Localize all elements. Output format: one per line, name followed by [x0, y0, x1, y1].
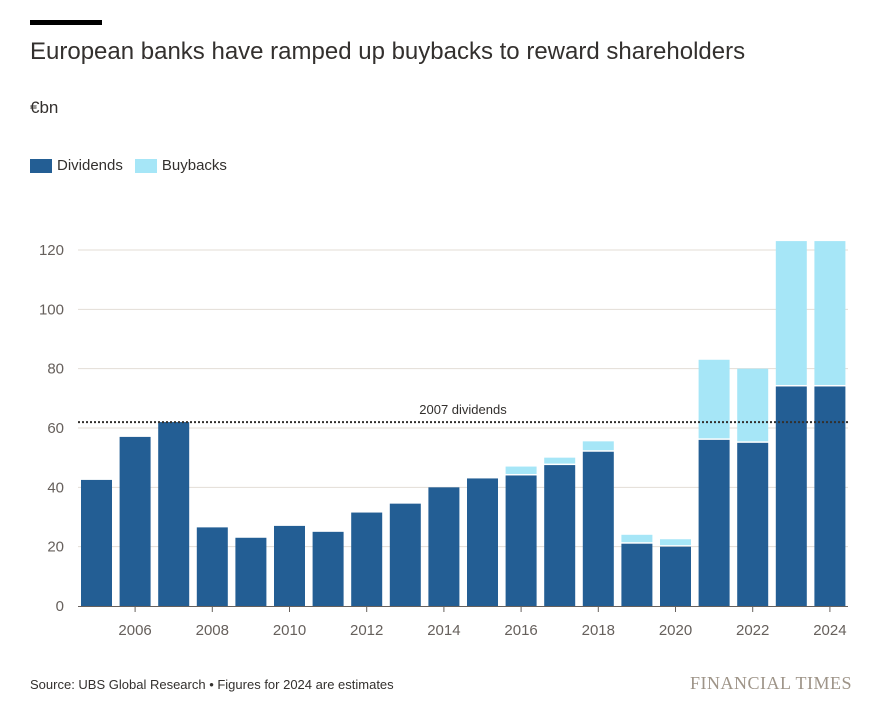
bar-dividends-2020 — [660, 546, 691, 606]
bar-dividends-2022 — [737, 442, 769, 606]
source-note: Source: UBS Global Research • Figures fo… — [30, 677, 394, 692]
bar-buybacks-2020 — [660, 539, 691, 546]
bar-buybacks-2021 — [698, 359, 730, 439]
x-tick-label: 2014 — [427, 622, 460, 639]
legend-item-buybacks: Buybacks — [134, 157, 227, 174]
legend-label-dividends: Dividends — [57, 157, 123, 174]
bar-dividends-2021 — [698, 439, 730, 606]
bar-dividends-2009 — [235, 537, 267, 606]
bar-dividends-2011 — [312, 531, 344, 606]
bar-dividends-2016 — [505, 475, 537, 606]
bar-dividends-2024 — [814, 386, 846, 606]
x-tick-label: 2006 — [118, 622, 151, 639]
bar-dividends-2006 — [119, 436, 151, 606]
x-tick-label: 2024 — [813, 622, 846, 639]
y-tick-label: 60 — [47, 420, 64, 437]
legend-item-dividends: Dividends — [30, 157, 123, 174]
legend-swatch-dividends — [30, 158, 52, 173]
legend: Dividends Buybacks — [30, 157, 239, 174]
bar-buybacks-2016 — [505, 466, 537, 474]
bar-buybacks-2023 — [775, 241, 807, 385]
bar-buybacks-2022 — [737, 368, 769, 442]
legend-swatch-buybacks — [134, 158, 157, 173]
bar-dividends-2005 — [81, 479, 112, 606]
bar-dividends-2008 — [196, 527, 228, 606]
y-tick-label: 40 — [47, 479, 64, 496]
y-tick-label: 20 — [47, 539, 64, 556]
bar-dividends-2010 — [274, 525, 305, 606]
legend-label-buybacks: Buybacks — [161, 157, 227, 174]
bar-buybacks-2017 — [544, 457, 576, 464]
x-tick-label: 2022 — [736, 622, 769, 639]
bar-buybacks-2019 — [621, 534, 653, 543]
bar-dividends-2013 — [389, 503, 421, 606]
y-tick-label: 120 — [39, 242, 64, 259]
unit-label: €bn — [30, 98, 59, 117]
chart-title: European banks have ramped up buybacks t… — [30, 38, 746, 65]
x-tick-label: 2012 — [350, 622, 383, 639]
bar-dividends-2018 — [582, 451, 614, 606]
y-tick-label: 0 — [56, 598, 64, 615]
bar-dividends-2023 — [775, 386, 807, 606]
top-rule — [30, 20, 102, 25]
bar-buybacks-2018 — [582, 441, 614, 451]
bar-dividends-2014 — [428, 487, 460, 606]
bar-dividends-2019 — [621, 543, 653, 606]
bar-dividends-2015 — [467, 478, 498, 606]
x-tick-label: 2018 — [582, 622, 615, 639]
bar-dividends-2007 — [158, 422, 190, 606]
reference-line-label: 2007 dividends — [419, 402, 507, 417]
y-tick-label: 100 — [39, 301, 64, 318]
bar-buybacks-2024 — [814, 241, 846, 385]
ft-logo: FINANCIAL TIMES — [690, 673, 853, 693]
x-tick-label: 2020 — [659, 622, 692, 639]
bar-dividends-2017 — [544, 465, 576, 606]
x-tick-label: 2016 — [504, 622, 537, 639]
bar-dividends-2012 — [351, 512, 383, 606]
x-tick-label: 2008 — [196, 622, 229, 639]
x-tick-label: 2010 — [273, 622, 306, 639]
y-tick-label: 80 — [47, 361, 64, 378]
